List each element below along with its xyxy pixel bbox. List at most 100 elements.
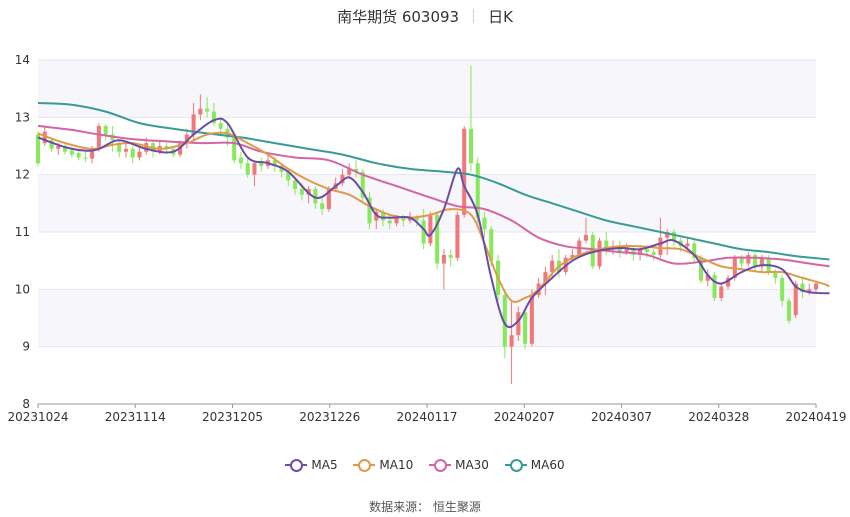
candle-down [238, 157, 243, 164]
candle-up [583, 234, 589, 241]
candle-down [698, 257, 704, 281]
candle-up [746, 254, 751, 264]
period-tab-daily[interactable]: 日K [488, 8, 513, 26]
candle-down [692, 243, 697, 258]
candle-down [63, 146, 68, 152]
candle-up [550, 260, 555, 273]
y-tick-label: 9 [22, 340, 30, 354]
candle-down [435, 214, 440, 264]
candle-down [205, 108, 210, 112]
candle-up [665, 232, 670, 238]
candle-up [441, 254, 446, 264]
candle-up [326, 189, 331, 210]
x-tick-label: 20240117 [396, 410, 457, 424]
chart-legend: MA5 MA10 MA30 MA60 [0, 458, 850, 473]
candle-up [529, 295, 534, 344]
legend-marker-ma60 [504, 459, 527, 472]
candle-down [651, 252, 656, 255]
y-tick-label: 14 [15, 53, 30, 67]
candle-down [272, 160, 277, 167]
candle-up [455, 214, 460, 258]
x-tick-label: 20240419 [785, 410, 846, 424]
candle-down [387, 220, 392, 224]
legend-label-ma30: MA30 [455, 458, 489, 472]
legend-item-ma30[interactable]: MA30 [429, 458, 489, 472]
legend-dot-ma5 [290, 459, 304, 472]
candle-down [502, 295, 507, 347]
candle-down [780, 277, 785, 301]
candle-up [570, 254, 575, 258]
candle-down [49, 140, 54, 149]
grid-band [38, 60, 816, 118]
candle-up [543, 272, 548, 284]
legend-dot-ma60 [509, 459, 523, 472]
candle-down [800, 283, 805, 293]
candle-down [468, 128, 474, 164]
legend-label-ma5: MA5 [311, 458, 338, 472]
candle-down [523, 312, 528, 344]
legend-dot-ma10 [358, 459, 372, 472]
candle-down [753, 254, 758, 267]
x-tick-label: 20231024 [7, 410, 68, 424]
candle-up [658, 237, 663, 255]
grid-band [38, 174, 816, 232]
ma10-line [37, 131, 830, 304]
y-tick-label: 8 [22, 397, 30, 411]
candle-down [739, 257, 744, 264]
candle-up [42, 131, 47, 144]
candle-down [482, 217, 487, 230]
candle-down [786, 300, 791, 321]
ma60-line [37, 102, 830, 261]
candle-up [198, 108, 203, 115]
candle-down [117, 143, 122, 152]
candle-up [428, 214, 433, 244]
legend-item-ma10[interactable]: MA10 [353, 458, 413, 472]
candle-up [624, 249, 629, 253]
y-tick-label: 12 [15, 168, 30, 182]
y-tick-label: 11 [15, 225, 30, 239]
candle-down [299, 189, 304, 195]
candle-up [137, 151, 142, 158]
candle-down [448, 254, 453, 258]
candle-down [712, 275, 717, 298]
candle-down [286, 171, 291, 181]
legend-marker-ma5 [285, 459, 308, 472]
candle-up [340, 174, 345, 184]
chart-header: 南华期货 603093 日K [0, 6, 850, 28]
candle-down [773, 272, 778, 278]
x-tick-label: 20240307 [591, 410, 652, 424]
chart-title: 南华期货 603093 [337, 8, 460, 26]
y-tick-label: 13 [15, 110, 30, 124]
candle-up [719, 286, 724, 298]
candle-up [597, 240, 602, 267]
legend-item-ma60[interactable]: MA60 [504, 458, 565, 472]
legend-label-ma10: MA10 [379, 458, 414, 472]
candle-down [401, 217, 406, 221]
ma30-line [37, 124, 830, 268]
candle-down [421, 220, 426, 244]
candle-down [671, 232, 676, 241]
candle-up [726, 277, 731, 287]
candle-up [56, 146, 61, 149]
header-divider [473, 9, 475, 23]
candle-up [807, 289, 812, 293]
data-source: 数据来源： 恒生聚源 [369, 500, 481, 514]
candle-down [76, 152, 81, 158]
candle-down [414, 217, 419, 221]
legend-dot-ma30 [434, 459, 448, 472]
candle-down [211, 111, 216, 124]
candle-down [103, 125, 108, 135]
candle-up [408, 217, 413, 221]
candle-down [313, 189, 318, 204]
x-tick-label: 20231114 [105, 410, 166, 424]
legend-item-ma5[interactable]: MA5 [285, 458, 338, 472]
candle-up [184, 134, 189, 144]
candle-down [353, 168, 358, 172]
candle-up [793, 283, 798, 316]
candle-up [516, 312, 521, 336]
candle-up [374, 211, 379, 221]
candle-up [394, 217, 399, 224]
candle-up [252, 163, 257, 175]
candle-up [759, 257, 764, 267]
